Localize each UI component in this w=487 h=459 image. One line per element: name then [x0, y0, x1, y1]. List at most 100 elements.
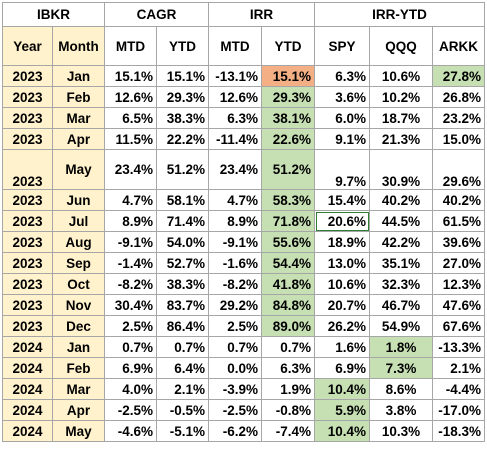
cell-irr-ytd[interactable]: 1.9% [261, 378, 315, 400]
group-header-ibkr[interactable]: IBKR [2, 2, 105, 27]
col-header-month[interactable]: Month [52, 26, 105, 66]
cell-irr-mtd[interactable]: 0.0% [208, 357, 262, 379]
cell-qqq[interactable]: 1.8% [369, 336, 433, 358]
cell-spy[interactable]: 20.7% [314, 294, 370, 316]
cell-month[interactable]: Oct [52, 273, 105, 295]
cell-year[interactable]: 2024 [2, 336, 53, 358]
cell-year[interactable]: 2024 [2, 378, 53, 400]
cell-spy[interactable]: 6.9% [314, 357, 370, 379]
cell-spy[interactable]: 15.4% [314, 189, 370, 211]
cell-irr-ytd[interactable]: 38.1% [261, 107, 315, 129]
cell-month[interactable]: Jun [52, 189, 105, 211]
cell-year[interactable]: 2023 [2, 65, 53, 87]
cell-irr-mtd[interactable]: -1.6% [208, 252, 262, 274]
cell-irr-ytd[interactable]: 71.8% [261, 210, 315, 232]
cell-spy[interactable]: 9.7% [314, 149, 370, 190]
cell-year[interactable]: 2023 [2, 107, 53, 129]
cell-month[interactable]: May [52, 420, 105, 442]
cell-spy[interactable]: 6.3% [314, 65, 370, 87]
cell-cagr-mtd[interactable]: -2.5% [104, 399, 157, 421]
cell-month[interactable]: Sep [52, 252, 105, 274]
cell-qqq[interactable]: 54.9% [369, 315, 433, 337]
cell-irr-ytd[interactable]: 84.8% [261, 294, 315, 316]
cell-year[interactable]: 2023 [2, 149, 53, 190]
cell-irr-ytd[interactable]: 54.4% [261, 252, 315, 274]
cell-month[interactable]: Apr [52, 399, 105, 421]
cell-irr-mtd[interactable]: 12.6% [208, 86, 262, 108]
cell-irr-mtd[interactable]: -13.1% [208, 65, 262, 87]
cell-arkk[interactable]: 26.8% [431, 86, 486, 108]
cell-year[interactable]: 2023 [2, 273, 53, 295]
cell-spy[interactable]: 20.6% [314, 210, 370, 232]
cell-irr-mtd[interactable]: -6.2% [208, 420, 262, 442]
cell-arkk[interactable]: 15.0% [431, 128, 486, 150]
cell-qqq[interactable]: 32.3% [369, 273, 433, 295]
cell-irr-ytd[interactable]: 15.1% [261, 65, 315, 87]
cell-irr-mtd[interactable]: -2.5% [208, 399, 262, 421]
cell-cagr-ytd[interactable]: 52.7% [156, 252, 209, 274]
cell-irr-ytd[interactable]: 51.2% [261, 149, 315, 190]
group-header-cagr[interactable]: CAGR [104, 2, 209, 27]
cell-cagr-mtd[interactable]: 6.5% [104, 107, 157, 129]
cell-cagr-ytd[interactable]: -5.1% [156, 420, 209, 442]
cell-arkk[interactable]: 23.2% [431, 107, 486, 129]
cell-year[interactable]: 2024 [2, 420, 53, 442]
cell-irr-ytd[interactable]: 89.0% [261, 315, 315, 337]
cell-cagr-ytd[interactable]: 6.4% [156, 357, 209, 379]
cell-arkk[interactable]: 29.6% [431, 149, 486, 190]
cell-irr-ytd[interactable]: 55.6% [261, 231, 315, 253]
cell-spy[interactable]: 26.2% [314, 315, 370, 337]
cell-qqq[interactable]: 42.2% [369, 231, 433, 253]
cell-cagr-mtd[interactable]: 12.6% [104, 86, 157, 108]
cell-cagr-mtd[interactable]: 4.7% [104, 189, 157, 211]
cell-year[interactable]: 2023 [2, 231, 53, 253]
cell-cagr-mtd[interactable]: 8.9% [104, 210, 157, 232]
cell-spy[interactable]: 10.4% [314, 420, 370, 442]
cell-qqq[interactable]: 21.3% [369, 128, 433, 150]
cell-arkk[interactable]: 40.2% [431, 189, 486, 211]
cell-month[interactable]: Apr [52, 128, 105, 150]
cell-arkk[interactable]: 47.6% [431, 294, 486, 316]
group-header-irr[interactable]: IRR [208, 2, 315, 27]
cell-year[interactable]: 2023 [2, 210, 53, 232]
cell-spy[interactable]: 5.9% [314, 399, 370, 421]
col-header-spy[interactable]: SPY [314, 26, 370, 66]
cell-qqq[interactable]: 10.6% [369, 65, 433, 87]
cell-cagr-ytd[interactable]: 86.4% [156, 315, 209, 337]
cell-month[interactable]: Jul [52, 210, 105, 232]
col-header-arkk[interactable]: ARKK [431, 26, 486, 66]
cell-irr-mtd[interactable]: -11.4% [208, 128, 262, 150]
cell-year[interactable]: 2023 [2, 128, 53, 150]
cell-irr-mtd[interactable]: 29.2% [208, 294, 262, 316]
cell-arkk[interactable]: 67.6% [431, 315, 486, 337]
group-header-irr-ytd[interactable]: IRR-YTD [313, 2, 486, 27]
cell-month[interactable]: Jan [52, 336, 105, 358]
cell-irr-mtd[interactable]: 8.9% [208, 210, 262, 232]
cell-arkk[interactable]: 39.6% [431, 231, 486, 253]
cell-arkk[interactable]: -13.3% [431, 336, 486, 358]
cell-irr-mtd[interactable]: -3.9% [208, 378, 262, 400]
cell-year[interactable]: 2023 [2, 252, 53, 274]
cell-qqq[interactable]: 46.7% [369, 294, 433, 316]
cell-arkk[interactable]: -4.4% [431, 378, 486, 400]
cell-arkk[interactable]: -18.3% [431, 420, 486, 442]
cell-cagr-ytd[interactable]: 51.2% [156, 149, 209, 190]
cell-irr-ytd[interactable]: -0.8% [261, 399, 315, 421]
col-header-year[interactable]: Year [2, 26, 53, 66]
cell-month[interactable]: Jan [52, 65, 105, 87]
cell-irr-mtd[interactable]: -8.2% [208, 273, 262, 295]
cell-cagr-mtd[interactable]: -1.4% [104, 252, 157, 274]
cell-spy[interactable]: 10.4% [314, 378, 370, 400]
cell-spy[interactable]: 13.0% [314, 252, 370, 274]
cell-qqq[interactable]: 10.3% [369, 420, 433, 442]
cell-arkk[interactable]: -17.0% [431, 399, 486, 421]
cell-month[interactable]: Mar [52, 107, 105, 129]
cell-spy[interactable]: 6.0% [314, 107, 370, 129]
cell-cagr-ytd[interactable]: 71.4% [156, 210, 209, 232]
cell-qqq[interactable]: 7.3% [369, 357, 433, 379]
cell-month[interactable]: Dec [52, 315, 105, 337]
cell-arkk[interactable]: 27.8% [431, 65, 486, 87]
cell-cagr-ytd[interactable]: 58.1% [156, 189, 209, 211]
cell-year[interactable]: 2023 [2, 86, 53, 108]
cell-cagr-ytd[interactable]: 38.3% [156, 273, 209, 295]
